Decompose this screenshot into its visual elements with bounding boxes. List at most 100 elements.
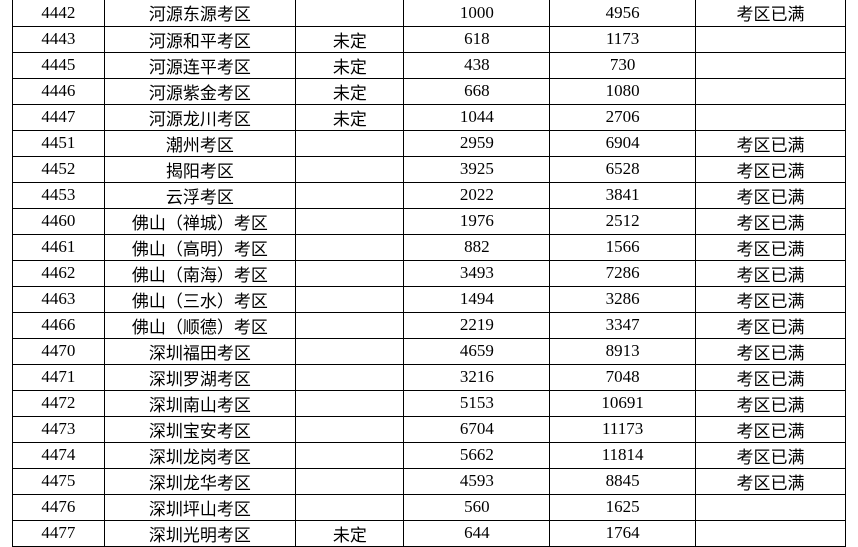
district-code-cell: 4442 bbox=[13, 0, 105, 26]
district-name-cell: 佛山（顺德）考区 bbox=[104, 312, 296, 338]
count1-cell: 2959 bbox=[404, 130, 550, 156]
remark-cell: 考区已满 bbox=[696, 286, 846, 312]
count2-cell: 1080 bbox=[550, 78, 696, 104]
district-code-cell: 4470 bbox=[13, 338, 105, 364]
remark-cell: 考区已满 bbox=[696, 208, 846, 234]
count1-cell: 3925 bbox=[404, 156, 550, 182]
count1-cell: 4593 bbox=[404, 468, 550, 494]
status-cell bbox=[296, 416, 404, 442]
remark-cell bbox=[696, 26, 846, 52]
table-row: 4451潮州考区 29596904考区已满 bbox=[13, 130, 846, 156]
count2-cell: 11173 bbox=[550, 416, 696, 442]
table-row: 4445河源连平考区未定438730 bbox=[13, 52, 846, 78]
district-code-cell: 4453 bbox=[13, 182, 105, 208]
remark-cell bbox=[696, 494, 846, 520]
district-name-cell: 深圳罗湖考区 bbox=[104, 364, 296, 390]
count2-cell: 1566 bbox=[550, 234, 696, 260]
table-row: 4477深圳光明考区未定6441764 bbox=[13, 520, 846, 546]
status-cell bbox=[296, 494, 404, 520]
remark-cell: 考区已满 bbox=[696, 234, 846, 260]
count1-cell: 668 bbox=[404, 78, 550, 104]
remark-cell: 考区已满 bbox=[696, 312, 846, 338]
remark-cell bbox=[696, 52, 846, 78]
remark-cell: 考区已满 bbox=[696, 338, 846, 364]
count2-cell: 6904 bbox=[550, 130, 696, 156]
count2-cell: 1764 bbox=[550, 520, 696, 546]
district-name-cell: 河源和平考区 bbox=[104, 26, 296, 52]
status-cell bbox=[296, 468, 404, 494]
count2-cell: 4956 bbox=[550, 0, 696, 26]
district-code-cell: 4471 bbox=[13, 364, 105, 390]
status-cell bbox=[296, 234, 404, 260]
status-cell bbox=[296, 364, 404, 390]
exam-district-table: 4442河源东源考区10004956考区已满4443河源和平考区未定618117… bbox=[12, 0, 846, 547]
table-row: 4446河源紫金考区未定6681080 bbox=[13, 78, 846, 104]
district-code-cell: 4451 bbox=[13, 130, 105, 156]
count1-cell: 644 bbox=[404, 520, 550, 546]
district-code-cell: 4477 bbox=[13, 520, 105, 546]
count1-cell: 3493 bbox=[404, 260, 550, 286]
remark-cell: 考区已满 bbox=[696, 0, 846, 26]
district-name-cell: 深圳龙岗考区 bbox=[104, 442, 296, 468]
count2-cell: 8845 bbox=[550, 468, 696, 494]
status-cell bbox=[296, 286, 404, 312]
table-row: 4453云浮考区20223841考区已满 bbox=[13, 182, 846, 208]
count1-cell: 5662 bbox=[404, 442, 550, 468]
table-row: 4474深圳龙岗考区566211814考区已满 bbox=[13, 442, 846, 468]
table-row: 4475深圳龙华考区45938845考区已满 bbox=[13, 468, 846, 494]
remark-cell: 考区已满 bbox=[696, 130, 846, 156]
status-cell: 未定 bbox=[296, 78, 404, 104]
district-name-cell: 佛山（禅城）考区 bbox=[104, 208, 296, 234]
count1-cell: 5153 bbox=[404, 390, 550, 416]
table-row: 4471深圳罗湖考区32167048考区已满 bbox=[13, 364, 846, 390]
district-name-cell: 潮州考区 bbox=[104, 130, 296, 156]
status-cell bbox=[296, 260, 404, 286]
count1-cell: 882 bbox=[404, 234, 550, 260]
status-cell: 未定 bbox=[296, 520, 404, 546]
district-code-cell: 4474 bbox=[13, 442, 105, 468]
district-name-cell: 揭阳考区 bbox=[104, 156, 296, 182]
count2-cell: 7048 bbox=[550, 364, 696, 390]
table-row: 4472深圳南山考区515310691考区已满 bbox=[13, 390, 846, 416]
count2-cell: 3347 bbox=[550, 312, 696, 338]
district-name-cell: 深圳福田考区 bbox=[104, 338, 296, 364]
district-code-cell: 4473 bbox=[13, 416, 105, 442]
district-name-cell: 云浮考区 bbox=[104, 182, 296, 208]
district-name-cell: 深圳宝安考区 bbox=[104, 416, 296, 442]
count1-cell: 1044 bbox=[404, 104, 550, 130]
count2-cell: 6528 bbox=[550, 156, 696, 182]
table-row: 4442河源东源考区10004956考区已满 bbox=[13, 0, 846, 26]
remark-cell: 考区已满 bbox=[696, 390, 846, 416]
district-code-cell: 4476 bbox=[13, 494, 105, 520]
count2-cell: 1173 bbox=[550, 26, 696, 52]
count2-cell: 7286 bbox=[550, 260, 696, 286]
table-row: 4462佛山（南海）考区34937286考区已满 bbox=[13, 260, 846, 286]
count2-cell: 10691 bbox=[550, 390, 696, 416]
district-code-cell: 4447 bbox=[13, 104, 105, 130]
count2-cell: 730 bbox=[550, 52, 696, 78]
count1-cell: 1000 bbox=[404, 0, 550, 26]
table-row: 4461佛山（高明）考区 8821566考区已满 bbox=[13, 234, 846, 260]
district-name-cell: 河源龙川考区 bbox=[104, 104, 296, 130]
count2-cell: 2512 bbox=[550, 208, 696, 234]
district-code-cell: 4461 bbox=[13, 234, 105, 260]
table-row: 4443河源和平考区未定6181173 bbox=[13, 26, 846, 52]
district-name-cell: 河源紫金考区 bbox=[104, 78, 296, 104]
status-cell bbox=[296, 208, 404, 234]
district-code-cell: 4446 bbox=[13, 78, 105, 104]
remark-cell: 考区已满 bbox=[696, 364, 846, 390]
count1-cell: 2219 bbox=[404, 312, 550, 338]
district-code-cell: 4443 bbox=[13, 26, 105, 52]
remark-cell: 考区已满 bbox=[696, 260, 846, 286]
table-row: 4466佛山（顺德）考区 22193347考区已满 bbox=[13, 312, 846, 338]
count1-cell: 438 bbox=[404, 52, 550, 78]
remark-cell: 考区已满 bbox=[696, 416, 846, 442]
district-name-cell: 佛山（高明）考区 bbox=[104, 234, 296, 260]
table-row: 4452揭阳考区39256528考区已满 bbox=[13, 156, 846, 182]
table-row: 4470深圳福田考区46598913考区已满 bbox=[13, 338, 846, 364]
table-row: 4460佛山（禅城）考区19762512考区已满 bbox=[13, 208, 846, 234]
district-code-cell: 4466 bbox=[13, 312, 105, 338]
district-code-cell: 4463 bbox=[13, 286, 105, 312]
district-name-cell: 河源连平考区 bbox=[104, 52, 296, 78]
count2-cell: 2706 bbox=[550, 104, 696, 130]
